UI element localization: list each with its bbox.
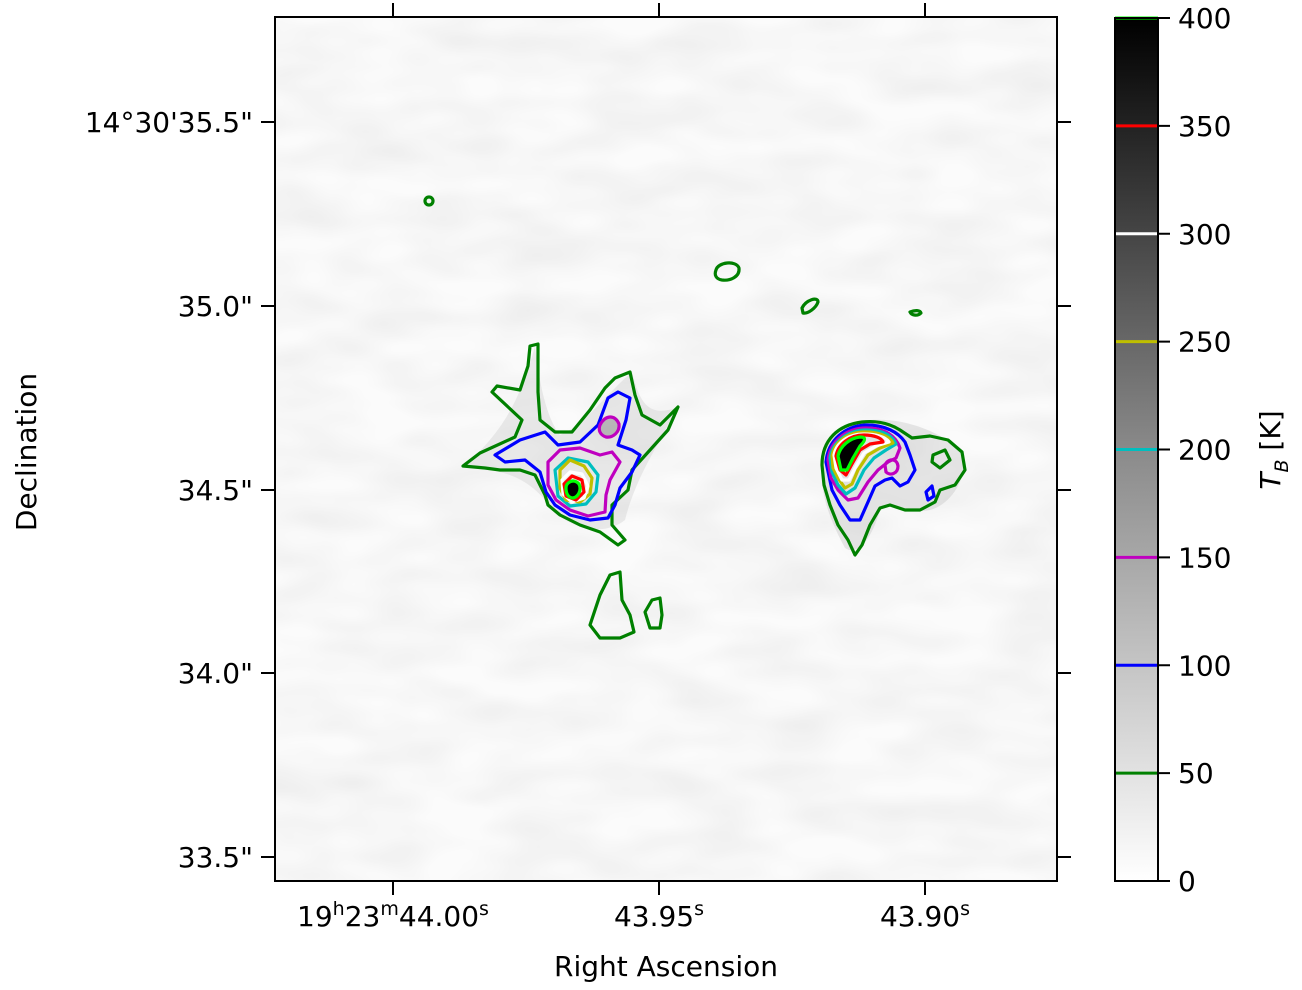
- y-tick-label-3: 34.5": [178, 474, 253, 507]
- contour-150-east-knot: [883, 458, 900, 476]
- contour-50-east: [820, 419, 967, 557]
- colorbar-tick-label-200: 200: [1178, 434, 1231, 467]
- contour-50-blob-3: [800, 297, 820, 315]
- y-tick-label-4: 34.0": [178, 657, 253, 690]
- colorbar-tick-label-300: 300: [1178, 218, 1231, 251]
- contour-400-west: [564, 479, 582, 500]
- contour-50-east-hole: [930, 448, 952, 470]
- contour-400-east: [836, 435, 867, 472]
- y-tick-labels: 14°30'35.5" 35.0" 34.5" 34.0" 33.5": [85, 106, 253, 874]
- x-tick-label-2: 43.95s: [614, 898, 704, 933]
- colorbar-level-lines: [1115, 16, 1158, 775]
- contour-50-south: [588, 570, 636, 640]
- image-panel: [274, 16, 1058, 882]
- colorbar-ticks: 0 50 100 150 200 250 300 350 400: [1158, 2, 1231, 898]
- colorbar-tick-label-400: 400: [1178, 2, 1231, 35]
- colorbar-tick-label-250: 250: [1178, 326, 1231, 359]
- background-noise: [275, 17, 1057, 881]
- contour-350-west: [562, 474, 586, 502]
- contour-350-east: [834, 433, 885, 477]
- contour-50-blob-1: [423, 195, 435, 207]
- contour-50-blob-4: [908, 309, 923, 317]
- contour-100-east-dot: [924, 484, 936, 502]
- contour-100-west: [493, 390, 642, 522]
- x-tick-label-1: 19h23m44.00s: [297, 898, 489, 933]
- contour-200-west: [553, 456, 600, 508]
- colorbar-tick-label-150: 150: [1178, 541, 1231, 574]
- colorbar-tick-label-0: 0: [1178, 865, 1196, 898]
- contour-50-blob-2: [713, 261, 741, 282]
- y-tick-label-5: 33.5": [178, 841, 253, 874]
- colorbar-tick-label-100: 100: [1178, 649, 1231, 682]
- contour-100-east: [824, 423, 917, 522]
- colorbar-tick-label-50: 50: [1178, 757, 1214, 790]
- x-tick-label-3: 43.90s: [880, 898, 970, 933]
- contour-50-west: [461, 342, 680, 547]
- plot-frame: [274, 16, 1058, 882]
- contour-150-west-knot: [597, 415, 621, 439]
- y-axis-title: Declination: [10, 373, 43, 531]
- contour-150-west: [546, 446, 622, 518]
- colorbar-tick-label-350: 350: [1178, 110, 1231, 143]
- contours: [423, 195, 967, 640]
- x-axis-title: Right Ascension: [554, 950, 778, 983]
- colorbar: 0 50 100 150 200 250 300 350 400 TB [K]: [1114, 2, 1293, 898]
- y-tick-label-2: 35.0": [178, 290, 253, 323]
- y-tick-label-1: 14°30'35.5": [85, 106, 253, 139]
- x-axis: [392, 3, 926, 895]
- colorbar-label: TB [K]: [1254, 410, 1293, 489]
- x-tick-labels: 19h23m44.00s 43.95s 43.90s: [297, 898, 970, 933]
- y-axis: [261, 121, 1071, 858]
- contour-50-south-small: [643, 596, 664, 630]
